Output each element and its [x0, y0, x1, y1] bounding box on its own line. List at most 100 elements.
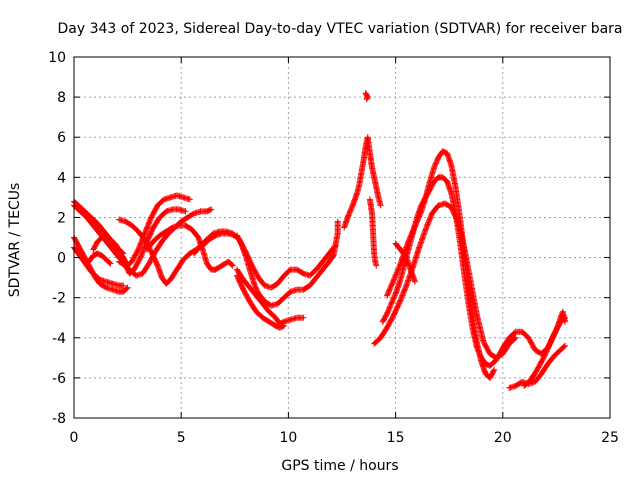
data-point-fill — [485, 348, 492, 355]
data-point-fill — [389, 298, 396, 305]
data-point-fill — [390, 277, 397, 284]
data-point-fill — [254, 272, 261, 279]
data-point-fill — [480, 337, 487, 344]
data-point-fill — [181, 208, 188, 215]
y-tick-label: -4 — [52, 331, 66, 347]
data-point-fill — [285, 268, 292, 275]
y-tick-label: 10 — [48, 50, 66, 66]
data-point-fill — [324, 260, 331, 267]
data-point-fill — [473, 343, 480, 350]
data-point-fill — [393, 271, 400, 278]
data-point-fill — [473, 311, 480, 318]
data-point-fill — [206, 207, 213, 214]
y-tick-label: 0 — [57, 251, 66, 267]
data-point-fill — [324, 252, 331, 259]
data-point-fill — [185, 195, 192, 202]
data-point-fill — [179, 193, 186, 200]
data-point-fill — [270, 313, 277, 320]
data-point-fill — [172, 268, 179, 275]
data-point-fill — [250, 279, 257, 286]
data-point-fill — [166, 194, 173, 201]
data-point-fill — [397, 246, 404, 253]
data-point-fill — [353, 191, 360, 198]
data-point-fill — [382, 313, 389, 320]
data-point — [392, 272, 399, 279]
data-point-fill — [409, 231, 416, 238]
data-point-fill — [263, 317, 270, 324]
data-point-fill — [476, 351, 483, 358]
data-point-fill — [402, 283, 409, 290]
data-point — [384, 292, 391, 299]
data-point-fill — [114, 252, 121, 259]
data-point-fill — [252, 283, 259, 290]
y-tick-label: 8 — [57, 90, 66, 106]
data-point-fill — [372, 257, 379, 264]
data-point-fill — [126, 221, 133, 228]
data-point-fill — [372, 261, 379, 268]
data-point-fill — [539, 357, 546, 364]
data-point-fill — [387, 301, 394, 308]
data-point-fill — [245, 296, 252, 303]
data-point-fill — [74, 240, 81, 247]
data-point-fill — [390, 295, 397, 302]
data-point-fill — [134, 248, 141, 255]
data-point-fill — [355, 183, 362, 190]
data-point-fill — [413, 215, 420, 222]
data-point-fill — [193, 232, 200, 239]
data-point-fill — [434, 156, 441, 163]
data-point-fill — [561, 343, 568, 350]
grid-lines — [74, 57, 610, 418]
data-point-fill — [148, 240, 155, 247]
data-point-fill — [251, 290, 258, 297]
data-point-fill — [386, 305, 393, 312]
data-point-fill — [370, 173, 377, 180]
data-point-fill — [476, 349, 483, 356]
y-tick-label: -2 — [52, 291, 66, 307]
data-point-fill — [107, 244, 114, 251]
plot-frame — [73, 56, 611, 419]
x-tick-label: 15 — [387, 430, 405, 446]
data-point-fill — [92, 218, 99, 225]
data-point-fill — [543, 363, 550, 370]
data-point-fill — [477, 352, 484, 359]
data-point-fill — [161, 229, 168, 236]
data-point-fill — [258, 298, 265, 305]
data-point-fill — [278, 323, 285, 330]
data-point-fill — [511, 335, 518, 342]
data-point-fill — [108, 286, 115, 293]
y-tick-label: 6 — [57, 130, 66, 146]
data-point-fill — [433, 159, 440, 166]
x-tick-label: 20 — [494, 430, 512, 446]
data-point-fill — [122, 286, 129, 293]
data-point-fill — [387, 285, 394, 292]
y-tick-label: -8 — [52, 411, 66, 427]
data-point-fill — [82, 260, 89, 267]
data-point-fill — [346, 209, 353, 216]
data-point-fill — [396, 279, 403, 286]
data-point-fill — [474, 346, 481, 353]
data-point-fill — [385, 308, 392, 315]
chart-title: Day 343 of 2023, Sidereal Day-to-day VTE… — [57, 21, 622, 37]
data-point-fill — [347, 208, 354, 215]
data-point — [388, 300, 395, 307]
data-point-fill — [178, 258, 185, 265]
data-point-fill — [140, 234, 147, 241]
y-axis-label: SDTVAR / TECUs — [7, 183, 23, 298]
x-tick-label: 10 — [279, 430, 297, 446]
y-tick-label: 2 — [57, 210, 66, 226]
data-point-fill — [388, 281, 395, 288]
data-point-fill — [390, 294, 397, 301]
data-point-fill — [120, 261, 127, 268]
data-point-fill — [108, 280, 115, 287]
data-point-fill — [88, 254, 95, 261]
x-tick-label: 5 — [177, 430, 186, 446]
data-point-fill — [387, 283, 394, 290]
data-point-fill — [400, 263, 407, 270]
data-point-fill — [385, 290, 392, 297]
data-point-fill — [136, 256, 143, 263]
data-point-fill — [318, 268, 325, 275]
data-point-fill — [389, 280, 396, 287]
data-point-fill — [208, 232, 215, 239]
data-point-fill — [432, 161, 439, 168]
